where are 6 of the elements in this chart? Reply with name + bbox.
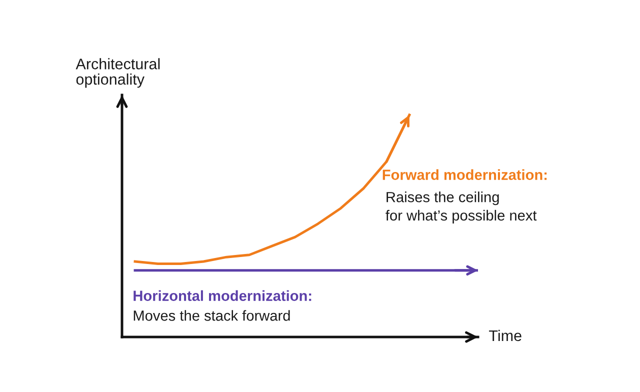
annotation: Raises the ceiling for what’s possible next (386, 192, 537, 224)
y-axis-title: Architectural optionality (76, 58, 160, 88)
series-label: Forward modernization: (382, 169, 547, 180)
series-label: Horizontal modernization: (134, 290, 312, 301)
x-axis-title: Time (489, 330, 522, 342)
annotation: Moves the stack forward (134, 310, 290, 321)
